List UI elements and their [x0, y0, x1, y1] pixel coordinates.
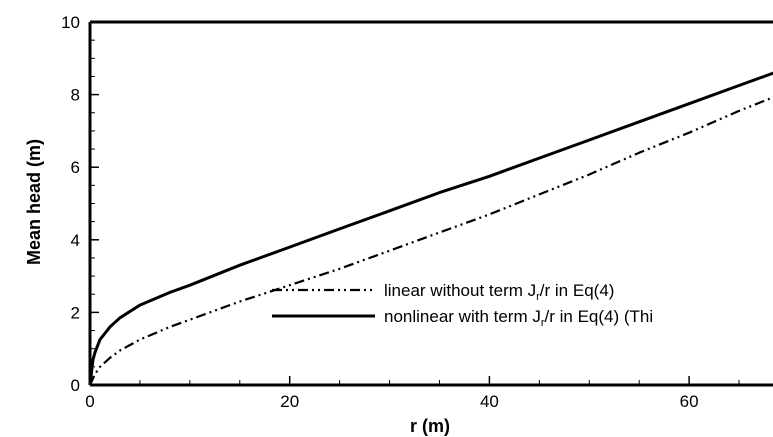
- y-tick-label: 2: [71, 303, 80, 322]
- axes: [88, 20, 773, 387]
- x-tick-label: 40: [480, 392, 499, 411]
- series-line-2: [88, 71, 773, 386]
- y-tick-label: 6: [71, 158, 80, 177]
- x-tick-label: 0: [85, 392, 94, 411]
- y-tick-label: 8: [71, 86, 80, 105]
- legend-label-2: nonlinear with term Jr/r in Eq(4) (Thi: [384, 307, 653, 329]
- ticks: 0 2 4 6 8 10 0 20 40 60: [61, 13, 740, 411]
- y-axis-title: Mean head (m): [24, 139, 44, 265]
- x-axis-title: r (m): [410, 416, 450, 436]
- series-line-1: [89, 96, 773, 386]
- x-tick-label: 20: [280, 392, 299, 411]
- legend-label-1: linear without term Jr/r in Eq(4): [384, 281, 614, 303]
- legend: linear without term Jr/r in Eq(4) nonline…: [272, 281, 653, 329]
- y-tick-label: 0: [71, 376, 80, 395]
- plot-lines: [88, 71, 773, 386]
- y-tick-label: 10: [61, 13, 80, 32]
- y-tick-label: 4: [71, 231, 80, 250]
- x-tick-label: 60: [680, 392, 699, 411]
